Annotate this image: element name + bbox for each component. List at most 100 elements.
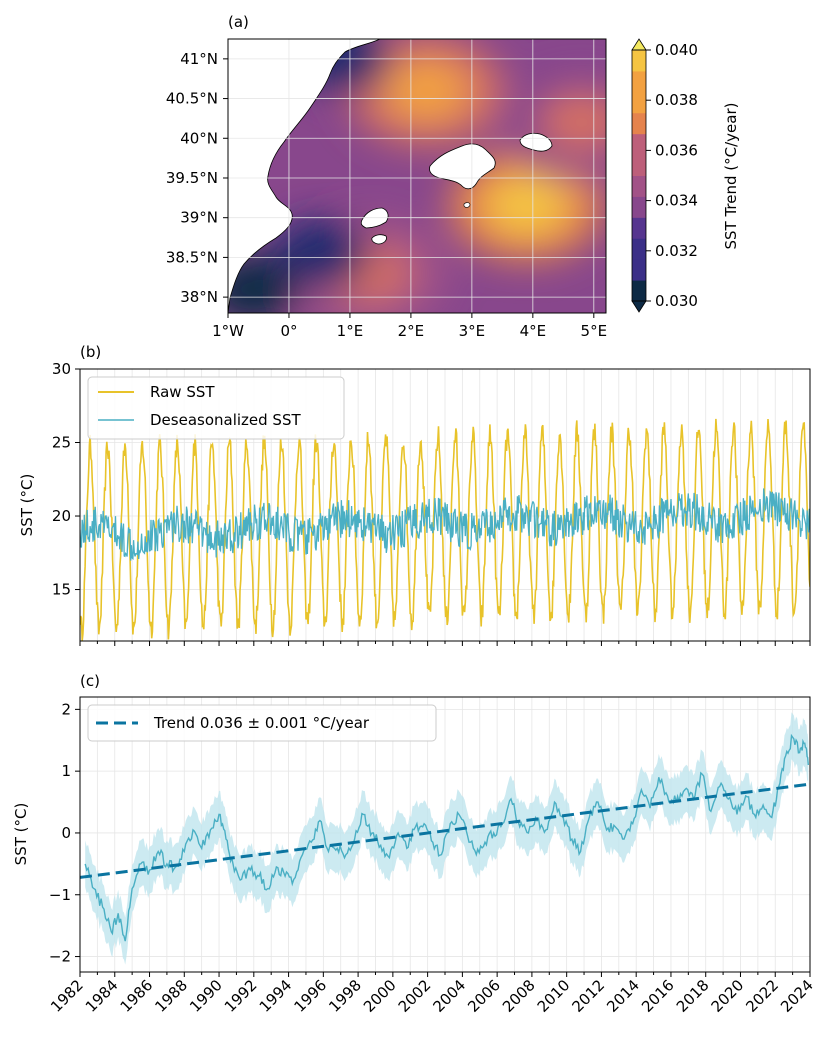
hotspot-core-0 [484,175,569,236]
colorbar-tick-label: 0.030 [655,292,698,310]
colorbar-tick-label: 0.034 [655,192,698,210]
panel-c-xtick-label: 1998 [325,976,365,1016]
uncertainty-band [85,712,809,965]
panel-c-label: (c) [80,672,100,690]
lowzone-1 [276,219,369,288]
panel-c-legend: Trend 0.036 ± 0.001 °C/year [87,704,437,742]
cabrera-land [463,202,471,208]
panel-c-xtick-label: 2018 [673,976,713,1016]
panel-b-ticks: 15 20 25 30 [52,360,811,646]
panel-c-xtick-label: 1990 [186,976,226,1016]
legend-box [87,704,437,742]
colorbar-tick-label: 0.032 [655,242,698,260]
panel-c-xtick-label: 1984 [82,976,122,1016]
panel-a: (a) 1°W 0° 1°E 2°E 3°E 4°E 5°E 41°N 40.5°N 40°N 39… [166,13,740,340]
colorbar-segment [632,217,646,239]
colorbar-tick-label: 0.040 [655,41,698,59]
colorbar-label: SST Trend (°C/year) [722,103,740,250]
colorbar-segment [632,91,646,114]
map-contours [228,39,606,313]
panel-c-xtick-label: 2014 [603,976,643,1016]
colorbar-segment [632,259,646,281]
map-xtick-label: 0° [280,322,297,340]
colorbar-segment [632,70,646,93]
colorbar-segment [632,280,646,302]
map-ytick-label: 40°N [180,129,218,147]
panel-c-ytick-label: 1 [61,762,71,780]
colorbar-extend-top [631,38,647,51]
colorbar-frame [631,49,647,302]
panel-b-ytick-label: 15 [52,581,71,599]
panel-c-xtick-label: 1992 [221,976,261,1016]
hotspot-core-2 [539,92,606,153]
panel-c-xtick-label: 2006 [464,976,504,1016]
colorbar-tick-label: 0.036 [655,141,698,159]
panel-c-xtick-label: 2000 [360,976,400,1016]
panel-c-xtick-label: 1982 [47,976,87,1016]
panel-c-xtick-label: 2020 [708,976,748,1016]
series-raw-sst [80,418,810,641]
formentera-land [371,234,387,245]
panel-b-legend: Raw SST Deseasonalized SST [87,376,345,440]
colorbar: 0.030 0.032 0.034 0.036 0.038 0.040 [631,38,698,313]
map-ytick-label: 39.5°N [166,169,218,187]
map-xtick-label: 1°W [212,322,244,340]
panel-c-xtick-label: 2016 [638,976,678,1016]
panel-c-xtick-label: 1988 [151,976,191,1016]
legend-label-trend: Trend 0.036 ± 0.001 °C/year [153,714,370,732]
map-ticks: 1°W 0° 1°E 2°E 3°E 4°E 5°E 41°N 40.5°N 40°N 39.5°N… [166,50,607,340]
map-xtick-label: 4°E [520,322,547,340]
colorbar-segment [632,112,646,135]
hotspot-core-1 [384,60,469,121]
panel-c-ytick-label: −2 [49,948,71,966]
legend-label-raw: Raw SST [150,383,215,401]
colorbar-segment [632,133,646,156]
panel-c-xtick-label: 2004 [429,976,469,1016]
series-deseasonalized-sst [80,488,810,561]
panel-c-ytick-label: 0 [61,824,71,842]
colorbar-segment [632,50,646,72]
map-ytick-label: 41°N [180,50,218,68]
colorbar-extend-bottom [631,300,647,313]
panel-c-xtick-label: 2002 [395,976,435,1016]
panel-b-label: (b) [80,343,101,361]
map-xtick-label: 3°E [459,322,486,340]
panel-b: (b) 15 20 25 30 SST (°C) Raw SST Deseasonal… [18,343,811,646]
trend-line [80,782,810,879]
panel-b-ytick-label: 30 [52,360,71,378]
colorbar-segment [632,238,646,260]
panel-b-ytick-label: 25 [52,434,71,452]
panel-c-xtick-label: 2012 [569,976,609,1016]
map-ytick-label: 38.5°N [166,248,218,266]
panel-c-ylabel: SST (°C) [12,803,30,866]
panel-c-xtick-label: 2022 [742,976,782,1016]
panel-c-ytick-label: −1 [49,886,71,904]
panel-c-xtick-label: 2008 [499,976,539,1016]
mallorca-land [429,143,496,190]
iberia-land [228,39,381,313]
lowzone-0 [228,255,299,313]
colorbar-segment [632,175,646,197]
legend-label-deseasonalized: Deseasonalized SST [150,411,301,429]
panel-c-xtick-label: 1996 [290,976,330,1016]
colorbar-tick-label: 0.038 [655,91,698,109]
map-xtick-label: 1°E [337,322,364,340]
colorbar-segment [632,154,646,176]
map-xtick-label: 2°E [398,322,425,340]
series-anomaly [84,733,809,942]
panel-c-xtick-label: 1994 [256,976,296,1016]
map-frame [227,38,607,314]
map-ytick-label: 39°N [180,209,218,227]
map-xtick-label: 5°E [581,322,608,340]
panel-c-xtick-label: 2024 [777,976,817,1016]
legend-box [87,376,345,440]
panel-c: (c) 198219841986198819901992199419961998… [12,672,817,1016]
map-ytick-label: 40.5°N [166,90,218,108]
panel-c-xtick-label: 2010 [534,976,574,1016]
panel-c-xtick-label: 1986 [117,976,157,1016]
colorbar-segment [632,196,646,218]
map-grid [228,39,606,313]
panel-c-ytick-label: 2 [61,700,71,718]
panel-b-ytick-label: 20 [52,507,71,525]
